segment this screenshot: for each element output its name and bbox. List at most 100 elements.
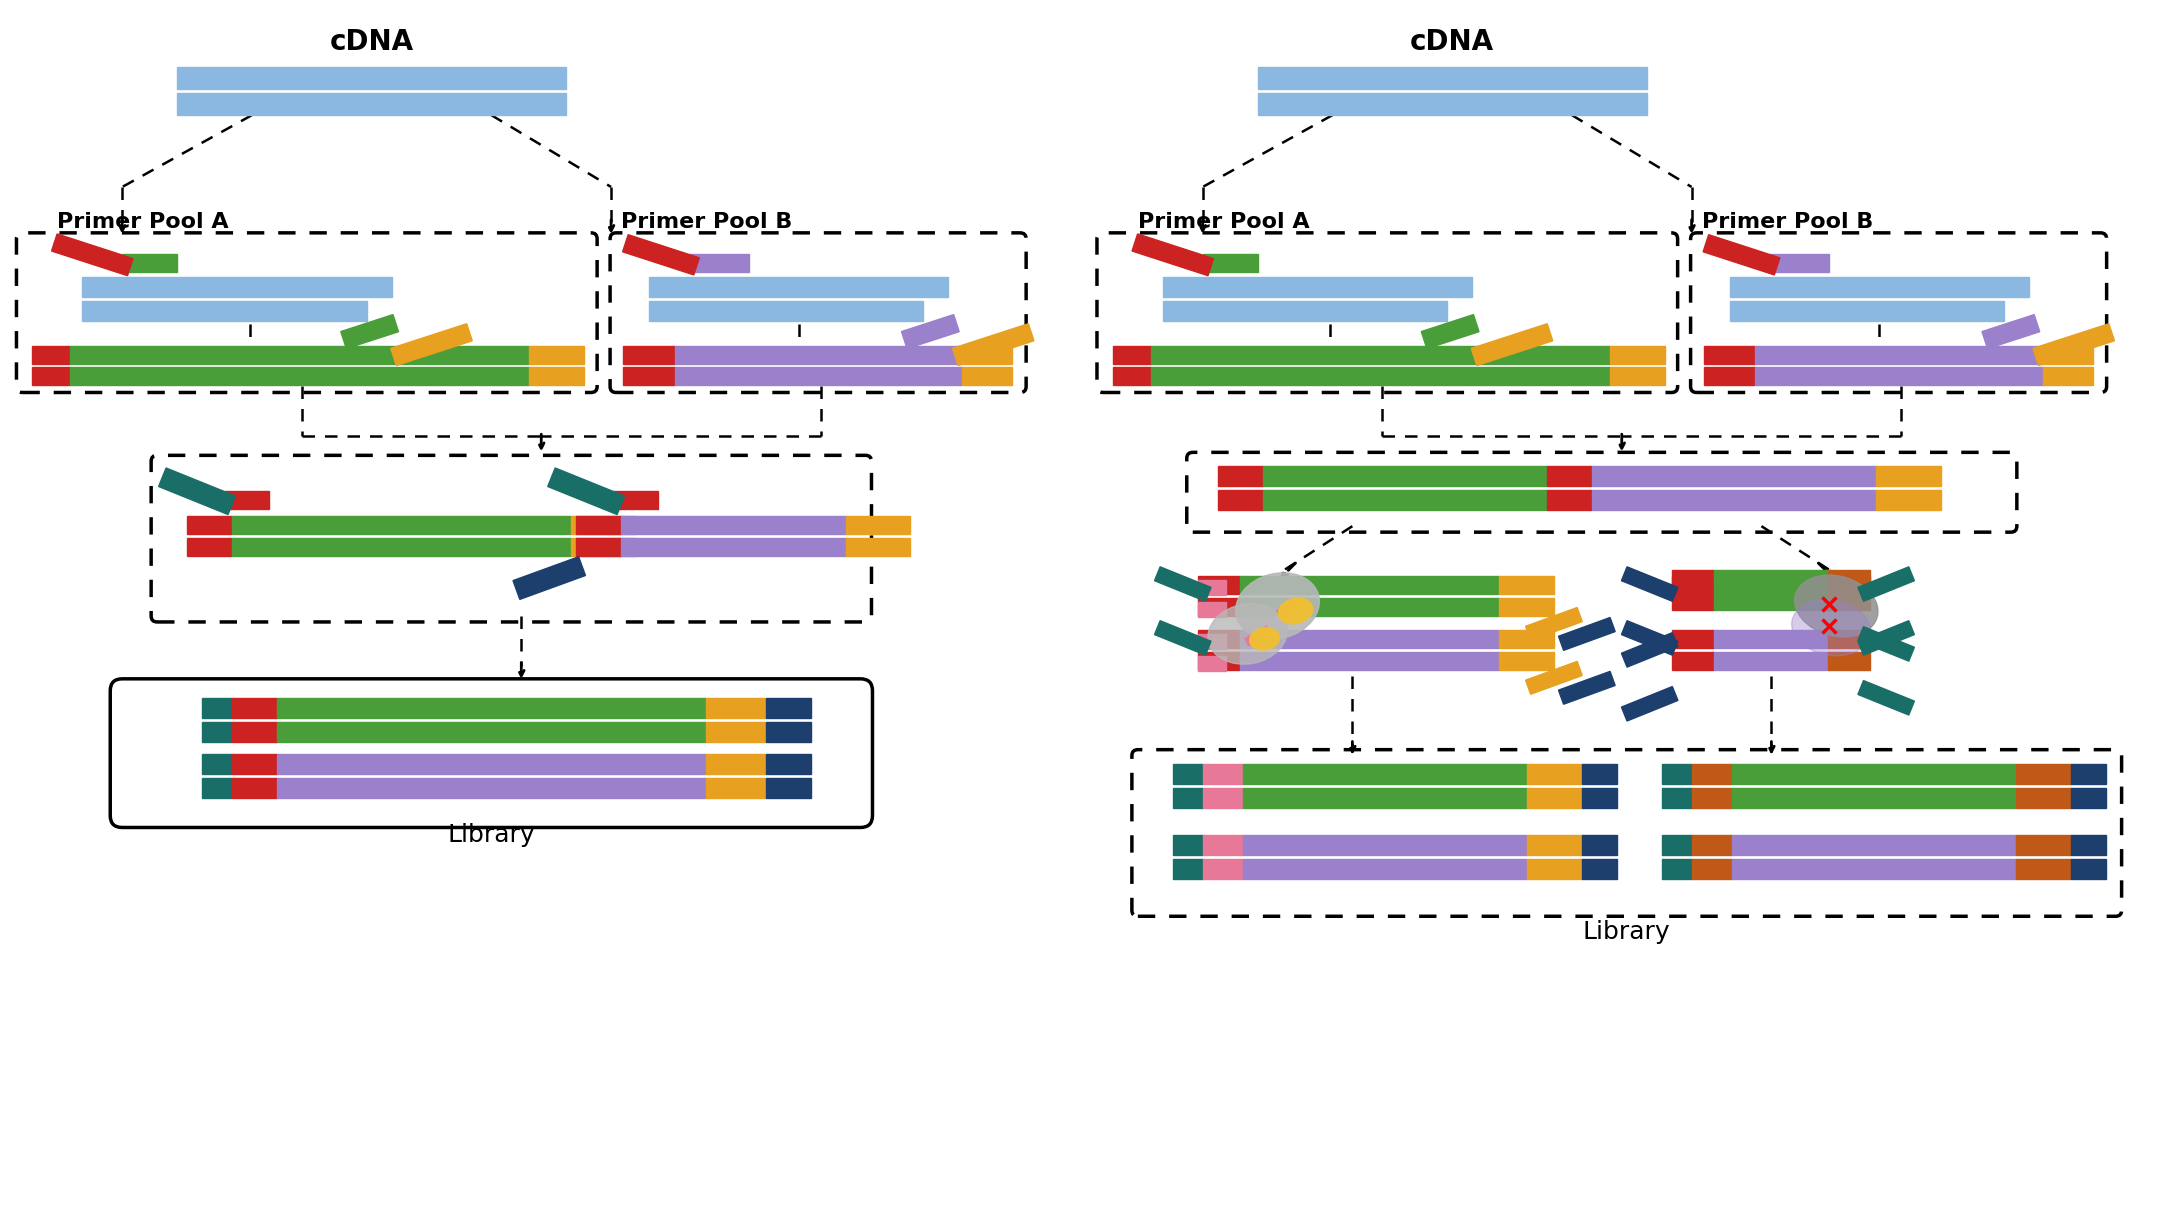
Bar bbox=[1560, 617, 1616, 650]
Bar bbox=[624, 367, 676, 385]
Bar bbox=[1672, 592, 1713, 610]
Bar bbox=[1731, 836, 2017, 855]
Ellipse shape bbox=[1278, 598, 1313, 624]
Ellipse shape bbox=[1796, 575, 1878, 637]
Bar bbox=[1672, 652, 1713, 669]
Bar bbox=[2071, 860, 2105, 879]
Bar bbox=[548, 468, 624, 515]
Bar bbox=[689, 253, 749, 271]
Bar bbox=[232, 538, 572, 556]
Bar bbox=[1728, 300, 2004, 321]
Bar bbox=[901, 315, 960, 349]
Bar bbox=[1609, 346, 1666, 363]
Bar bbox=[1154, 621, 1211, 655]
Bar bbox=[1622, 633, 1679, 667]
Bar bbox=[2071, 788, 2105, 808]
Bar bbox=[1527, 763, 1581, 784]
Bar bbox=[1547, 467, 1592, 486]
Bar bbox=[1858, 680, 1915, 715]
Bar bbox=[622, 516, 845, 534]
Bar bbox=[1217, 467, 1263, 486]
Bar bbox=[1661, 788, 1692, 808]
Bar bbox=[1499, 630, 1553, 648]
Bar bbox=[1471, 323, 1553, 365]
Bar bbox=[1133, 234, 1213, 276]
Bar bbox=[69, 367, 529, 385]
Bar bbox=[1421, 315, 1479, 349]
Bar bbox=[613, 491, 658, 509]
Ellipse shape bbox=[1250, 628, 1280, 650]
Bar bbox=[1198, 634, 1226, 649]
Bar bbox=[1163, 276, 1473, 297]
Bar bbox=[1713, 592, 1828, 610]
Bar bbox=[201, 698, 232, 718]
Bar bbox=[186, 538, 232, 556]
Bar bbox=[1198, 652, 1239, 669]
Bar bbox=[1592, 491, 1876, 510]
Bar bbox=[1692, 836, 1731, 855]
Bar bbox=[32, 346, 69, 363]
Text: cDNA: cDNA bbox=[329, 28, 414, 57]
Bar bbox=[1581, 763, 1616, 784]
Bar bbox=[1239, 652, 1499, 669]
Bar bbox=[1172, 763, 1202, 784]
Bar bbox=[1661, 836, 1692, 855]
Bar bbox=[1672, 570, 1713, 589]
Bar bbox=[201, 721, 232, 742]
Bar bbox=[1828, 592, 1869, 610]
Bar bbox=[576, 516, 622, 534]
Bar bbox=[1202, 860, 1243, 879]
Bar bbox=[186, 516, 232, 534]
Bar bbox=[622, 538, 845, 556]
Bar bbox=[1263, 491, 1547, 510]
Bar bbox=[1858, 627, 1915, 661]
Bar bbox=[1113, 346, 1150, 363]
Bar bbox=[1713, 576, 1828, 595]
Bar bbox=[1198, 656, 1226, 671]
Bar bbox=[576, 538, 622, 556]
Bar bbox=[845, 516, 910, 534]
Bar bbox=[1217, 491, 1263, 510]
Bar bbox=[1876, 467, 1941, 486]
Bar bbox=[1527, 836, 1581, 855]
Bar bbox=[624, 346, 676, 363]
Text: Primer Pool B: Primer Pool B bbox=[1702, 212, 1874, 232]
Bar bbox=[232, 721, 277, 742]
Bar bbox=[1198, 602, 1226, 617]
Bar bbox=[1713, 630, 1828, 648]
Bar bbox=[82, 300, 366, 321]
Bar bbox=[1198, 580, 1226, 595]
Bar bbox=[962, 367, 1012, 385]
Bar bbox=[201, 754, 232, 773]
Bar bbox=[277, 721, 706, 742]
Bar bbox=[1622, 686, 1679, 721]
Bar bbox=[1672, 630, 1713, 648]
Bar bbox=[1705, 346, 1754, 363]
Bar bbox=[2071, 836, 2105, 855]
Bar bbox=[32, 367, 69, 385]
Bar bbox=[232, 754, 277, 773]
Bar bbox=[1876, 491, 1941, 510]
Bar bbox=[2017, 860, 2071, 879]
Bar bbox=[1661, 860, 1692, 879]
Bar bbox=[706, 778, 767, 797]
Bar bbox=[277, 698, 706, 718]
Bar bbox=[1672, 576, 1713, 595]
Bar bbox=[1150, 367, 1609, 385]
Bar bbox=[1154, 567, 1211, 602]
Bar bbox=[1198, 576, 1239, 595]
Bar bbox=[1172, 836, 1202, 855]
Bar bbox=[622, 235, 700, 275]
Bar bbox=[1163, 300, 1447, 321]
Bar bbox=[1702, 235, 1780, 275]
Bar bbox=[1609, 367, 1666, 385]
Bar bbox=[676, 367, 962, 385]
Bar bbox=[82, 276, 392, 297]
Bar bbox=[1754, 346, 2043, 363]
Bar bbox=[1692, 788, 1731, 808]
Bar bbox=[1202, 788, 1243, 808]
Bar bbox=[158, 468, 236, 515]
Bar bbox=[1202, 836, 1243, 855]
Bar bbox=[1243, 860, 1527, 879]
Ellipse shape bbox=[1237, 573, 1319, 639]
